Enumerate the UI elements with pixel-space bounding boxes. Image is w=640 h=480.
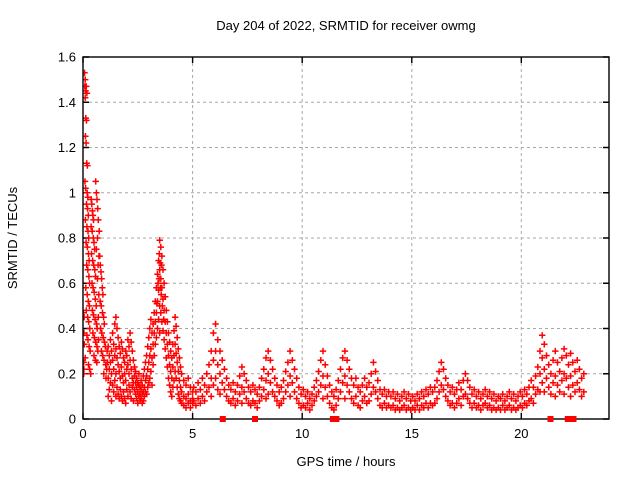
x-tick-label: 0 [79,426,86,441]
gridlines [83,57,609,419]
y-tick-label: 0.4 [58,321,76,336]
chart-title: Day 204 of 2022, SRMTID for receiver owm… [216,18,475,33]
x-tick-label: 20 [514,426,528,441]
x-tick-label: 5 [189,426,196,441]
y-tick-label: 1.4 [58,95,76,110]
y-tick-label: 1.6 [58,50,76,65]
y-axis-label: SRMTID / TECUs [5,186,20,289]
flagged-square-markers [219,416,577,422]
y-tick-label: 1.2 [58,140,76,155]
plot-border [82,56,610,420]
data-points [82,69,587,414]
y-tick-label: 1 [69,185,76,200]
y-tick-label: 0 [69,412,76,427]
axis-tick-labels: 0 5 10 15 20 0 0.2 0.4 0.6 0.8 1 1.2 1.4 1.6 [58,50,529,442]
y-tick-label: 0.6 [58,276,76,291]
y-tick-label: 0.8 [58,231,76,246]
x-tick-label: 10 [295,426,309,441]
x-tick-label: 15 [405,426,419,441]
x-axis-label: GPS time / hours [297,454,396,469]
y-tick-label: 0.2 [58,366,76,381]
